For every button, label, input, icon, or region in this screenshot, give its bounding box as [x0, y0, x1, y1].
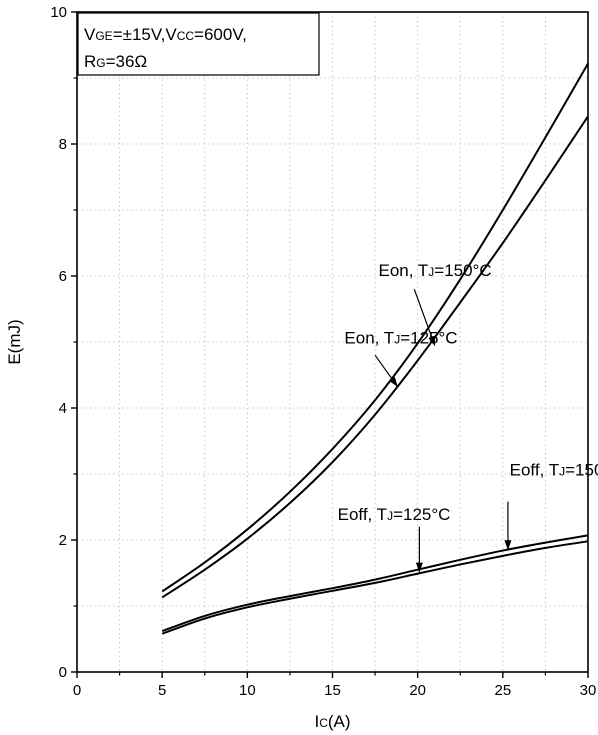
y-tick-label: 2	[59, 532, 67, 549]
annotation-label-4-part: J	[387, 509, 393, 523]
annotation-label-3-part: J	[559, 464, 565, 478]
annotation-label-4-part: Eoff, T	[338, 505, 387, 524]
x-tick-label: 20	[409, 682, 426, 699]
x-axis-title-main: I	[314, 712, 319, 731]
annotation-label-2: Eon, TJ=125°C	[344, 328, 457, 347]
y-tick-label: 8	[59, 136, 67, 153]
x-axis-title-unit: (A)	[328, 712, 351, 731]
series-line-4	[161, 540, 589, 635]
annotation-label-3: Eoff, TJ=150°C	[510, 460, 598, 479]
conditions-line-2-part: =36Ω	[106, 52, 148, 71]
y-tick-label: 10	[50, 4, 67, 21]
y-tick-label: 4	[59, 400, 67, 417]
conditions-line-2-part: G	[96, 56, 105, 70]
annotation-label-2-part: Eon, T	[344, 328, 394, 347]
annotation-label-1-part: =150°C	[434, 261, 491, 280]
conditions-line-1-part: V	[84, 25, 96, 44]
annotation-arrow-1	[413, 288, 436, 347]
x-tick-label: 30	[580, 682, 597, 699]
axes: 0 5 10 15 20 25 30 0 2 4 6 8 10 IC(A) E(mJ)	[5, 4, 596, 731]
conditions-line-1-part: =600V,	[194, 25, 247, 44]
series-line-2	[161, 115, 589, 599]
conditions-box: VGE=±15V,VCC=600V, RG=36Ω	[77, 12, 320, 76]
annotation-label-2-part: =125°C	[400, 328, 457, 347]
annotation-label-1-part: J	[428, 265, 434, 279]
conditions-line-2-part: R	[84, 52, 96, 71]
series-line-1	[161, 62, 589, 593]
annotation-label-2-part: J	[394, 332, 400, 346]
annotation-label-4-part: =125°C	[393, 505, 450, 524]
conditions-line-1-part: =±15V,V	[113, 25, 178, 44]
x-axis-title-sub: C	[319, 716, 328, 730]
x-tick-label: 10	[239, 682, 256, 699]
y-tick-label: 6	[59, 268, 67, 285]
series-layer	[161, 62, 589, 635]
y-tick-label: 0	[59, 664, 67, 681]
series-line-3	[161, 534, 589, 633]
conditions-line-2: RG=36Ω	[84, 52, 147, 71]
y-axis-title: E(mJ)	[5, 319, 24, 364]
conditions-line-1-part: CC	[177, 29, 195, 43]
x-tick-label: 25	[494, 682, 511, 699]
conditions-box-frame	[77, 12, 320, 76]
x-axis-title: IC(A)	[314, 712, 350, 731]
x-tick-label: 0	[73, 682, 81, 699]
conditions-line-1-part: GE	[95, 29, 112, 43]
annotation-arrow-2	[374, 354, 398, 388]
conditions-line-1: VGE=±15V,VCC=600V,	[84, 25, 247, 44]
x-tick-label: 15	[324, 682, 341, 699]
annotation-label-1-part: Eon, T	[378, 261, 428, 280]
annotation-label-1: Eon, TJ=150°C	[378, 261, 491, 280]
annotation-label-4: Eoff, TJ=125°C	[338, 505, 451, 524]
annotation-label-3-part: =150°C	[565, 460, 598, 479]
annotation-label-3-part: Eoff, T	[510, 460, 559, 479]
x-tick-label: 5	[158, 682, 166, 699]
